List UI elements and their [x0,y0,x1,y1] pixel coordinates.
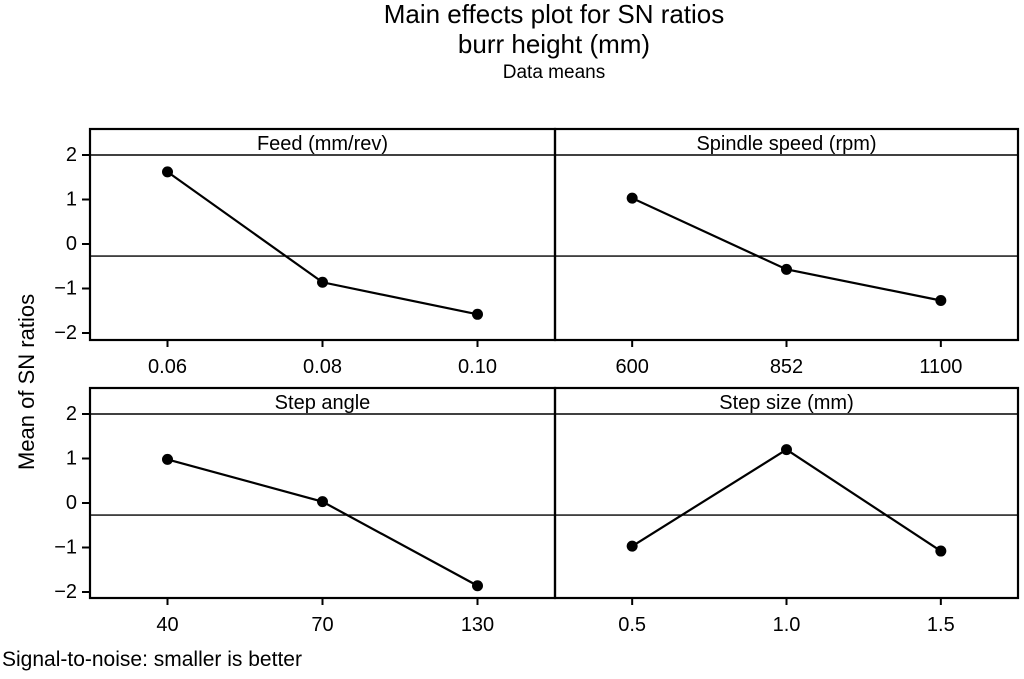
x-tick-label: 40 [156,614,178,636]
chart-title: Main effects plot for SN ratios [383,0,725,29]
y-tick-label: 2 [66,144,77,166]
x-tick-label: 0.5 [618,614,646,636]
x-tick-label: 0.06 [148,356,187,378]
x-tick-label: 130 [461,614,494,636]
data-line [167,458,479,587]
panel-box [553,386,1020,600]
footnote: Signal-to-noise: smaller is better [2,648,302,671]
data-point-marker [626,192,638,204]
panel-title: Step angle [275,392,371,414]
y-tick-label: 0 [66,492,77,514]
x-tick-label: 1100 [919,356,962,378]
x-tick-label: 1.0 [773,614,801,636]
y-tick-label: −2 [54,322,77,344]
data-point-marker [317,276,328,288]
data-point-marker [626,540,638,552]
x-tick-label: 600 [615,356,648,378]
data-point-marker [935,545,947,557]
data-line [631,197,942,302]
chart-caption: Data means [502,61,606,83]
x-tick-label: 1.5 [927,614,955,636]
data-point-marker [162,453,173,465]
data-point-marker [935,295,947,307]
x-tick-label: 0.08 [303,356,342,378]
y-tick-label: 2 [66,403,77,425]
data-point-marker [781,444,792,456]
data-point-marker [472,308,483,320]
panel-title: Step size (mm) [719,392,853,414]
y-tick-label: 1 [66,448,77,470]
panel-box [88,127,557,342]
x-tick-label: 852 [770,356,803,378]
data-point-marker [317,496,328,508]
panel-box [553,127,1020,342]
data-line [166,171,478,316]
panel-title: Spindle speed (rpm) [696,133,876,155]
chart-subtitle: burr height (mm) [457,28,651,59]
x-tick-label: 0.10 [458,356,497,378]
y-tick-label: −1 [54,278,77,300]
data-point-marker [162,166,173,178]
data-point-marker [781,263,792,275]
title-block: Main effects plot for SN ratios burr hei… [90,0,1018,84]
y-tick-label: 0 [66,233,77,255]
data-line [631,448,942,552]
x-tick-label: 70 [311,614,333,636]
y-tick-label: −1 [54,537,77,559]
panel-box [88,386,557,600]
panel-title: Feed (mm/rev) [257,133,388,155]
y-tick-label: −2 [54,581,77,603]
y-tick-label: 1 [66,189,77,211]
data-point-marker [472,580,483,592]
